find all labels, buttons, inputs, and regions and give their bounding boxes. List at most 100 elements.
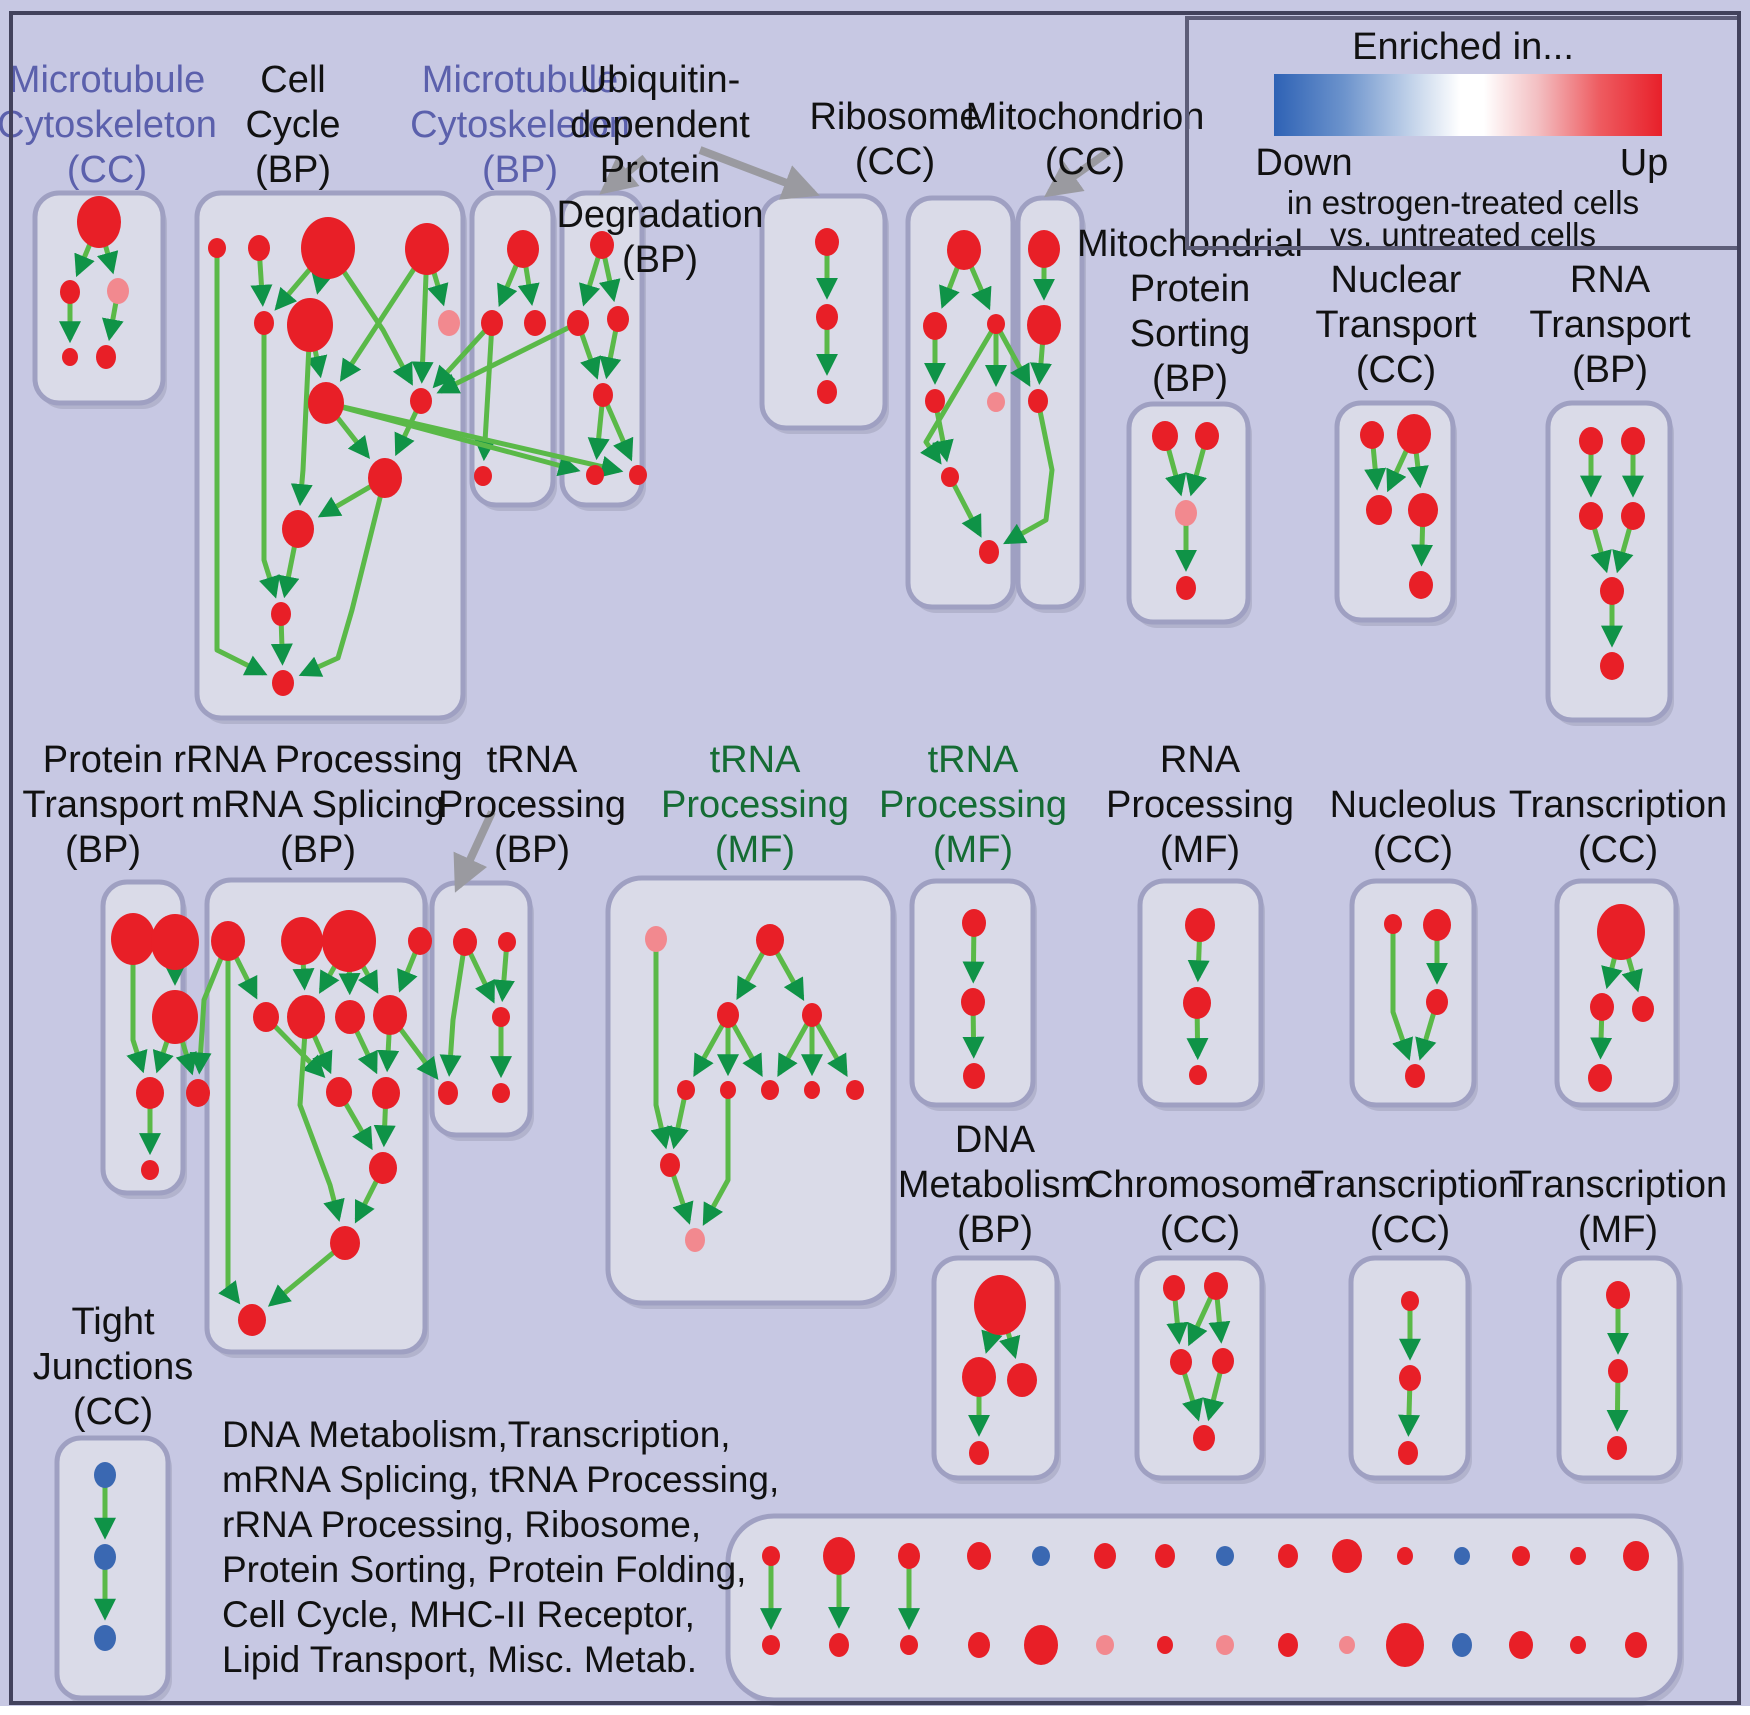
go-term-node[interactable] [405, 223, 449, 275]
go-term-node[interactable] [660, 1153, 680, 1177]
go-term-node[interactable] [1452, 1633, 1472, 1657]
go-term-node[interactable] [287, 298, 333, 352]
go-term-node[interactable] [987, 392, 1005, 412]
go-term-node[interactable] [186, 1079, 210, 1107]
go-term-node[interactable] [720, 1081, 736, 1099]
go-term-node[interactable] [498, 932, 516, 952]
go-term-node[interactable] [761, 1080, 779, 1100]
go-term-node[interactable] [301, 217, 355, 279]
go-term-node[interactable] [1405, 1064, 1425, 1088]
go-term-node[interactable] [369, 1152, 397, 1184]
go-term-node[interactable] [330, 1226, 360, 1260]
go-term-node[interactable] [1212, 1348, 1234, 1374]
go-term-node[interactable] [1366, 495, 1392, 525]
go-term-node[interactable] [94, 1625, 116, 1651]
go-term-node[interactable] [1600, 577, 1624, 605]
go-term-node[interactable] [962, 1357, 996, 1397]
go-term-node[interactable] [969, 1441, 989, 1465]
go-term-node[interactable] [974, 1275, 1026, 1335]
go-term-node[interactable] [151, 914, 199, 970]
go-term-node[interactable] [823, 1537, 855, 1575]
go-term-node[interactable] [804, 1081, 820, 1099]
go-term-node[interactable] [963, 1063, 985, 1089]
go-term-node[interactable] [1024, 1625, 1058, 1665]
go-term-node[interactable] [248, 235, 270, 261]
go-term-node[interactable] [947, 230, 981, 270]
go-term-node[interactable] [900, 1635, 918, 1655]
go-term-node[interactable] [96, 345, 116, 369]
go-term-node[interactable] [1509, 1631, 1533, 1659]
go-term-node[interactable] [77, 196, 121, 248]
go-term-node[interactable] [94, 1462, 116, 1488]
go-term-node[interactable] [1590, 993, 1614, 1021]
go-term-node[interactable] [62, 348, 78, 366]
go-term-node[interactable] [1607, 1436, 1627, 1460]
go-term-node[interactable] [1175, 500, 1197, 526]
go-term-node[interactable] [1398, 1441, 1418, 1465]
go-term-node[interactable] [1027, 305, 1061, 345]
go-term-node[interactable] [802, 1003, 822, 1027]
go-term-node[interactable] [1600, 652, 1624, 680]
go-term-node[interactable] [815, 228, 839, 256]
go-term-node[interactable] [1339, 1636, 1355, 1654]
go-term-node[interactable] [287, 995, 325, 1039]
go-term-node[interactable] [968, 1632, 990, 1658]
go-term-node[interactable] [94, 1544, 116, 1570]
go-term-node[interactable] [254, 311, 274, 335]
go-term-node[interactable] [111, 913, 155, 965]
go-term-node[interactable] [1588, 1064, 1612, 1092]
go-term-node[interactable] [1155, 1544, 1175, 1568]
go-term-node[interactable] [481, 310, 503, 336]
go-term-node[interactable] [238, 1304, 266, 1336]
go-term-node[interactable] [645, 926, 667, 952]
go-term-node[interactable] [1401, 1291, 1419, 1311]
go-term-node[interactable] [593, 383, 613, 407]
go-term-node[interactable] [1032, 1546, 1050, 1566]
go-term-node[interactable] [1157, 1636, 1173, 1654]
go-term-node[interactable] [1163, 1275, 1185, 1301]
go-term-node[interactable] [1625, 1632, 1647, 1658]
go-term-node[interactable] [1195, 422, 1219, 450]
go-term-node[interactable] [590, 231, 614, 259]
go-term-node[interactable] [136, 1077, 164, 1109]
go-term-node[interactable] [492, 1083, 510, 1103]
go-term-node[interactable] [1408, 493, 1438, 527]
go-term-node[interactable] [1512, 1546, 1530, 1566]
go-term-node[interactable] [1094, 1543, 1116, 1569]
go-term-node[interactable] [1360, 421, 1384, 449]
go-term-node[interactable] [107, 278, 129, 304]
go-term-node[interactable] [941, 467, 959, 487]
go-term-node[interactable] [1623, 1541, 1649, 1571]
go-term-node[interactable] [1216, 1635, 1234, 1655]
go-term-node[interactable] [524, 310, 546, 336]
go-term-node[interactable] [208, 238, 226, 258]
go-term-node[interactable] [1454, 1547, 1470, 1565]
go-term-node[interactable] [1397, 1547, 1413, 1565]
go-term-node[interactable] [322, 910, 376, 972]
go-term-node[interactable] [898, 1543, 920, 1569]
go-term-node[interactable] [829, 1633, 849, 1657]
go-term-node[interactable] [1278, 1544, 1298, 1568]
go-term-node[interactable] [677, 1080, 695, 1100]
go-term-node[interactable] [152, 990, 198, 1044]
go-term-node[interactable] [1028, 389, 1048, 413]
go-term-node[interactable] [368, 458, 402, 498]
go-term-node[interactable] [1152, 421, 1178, 451]
go-term-node[interactable] [1185, 908, 1215, 942]
go-term-node[interactable] [607, 306, 629, 332]
go-term-node[interactable] [1597, 904, 1645, 960]
go-term-node[interactable] [1176, 576, 1196, 600]
go-term-node[interactable] [211, 921, 245, 961]
go-term-node[interactable] [1278, 1633, 1298, 1657]
go-term-node[interactable] [846, 1080, 864, 1100]
go-term-node[interactable] [410, 388, 432, 414]
go-term-node[interactable] [987, 314, 1005, 334]
go-term-node[interactable] [373, 995, 407, 1035]
go-term-node[interactable] [1423, 909, 1451, 941]
go-term-node[interactable] [1397, 414, 1431, 454]
go-term-node[interactable] [762, 1546, 780, 1566]
go-term-node[interactable] [1204, 1272, 1228, 1300]
go-term-node[interactable] [629, 465, 647, 485]
go-term-node[interactable] [1216, 1546, 1234, 1566]
go-term-node[interactable] [1386, 1623, 1424, 1667]
